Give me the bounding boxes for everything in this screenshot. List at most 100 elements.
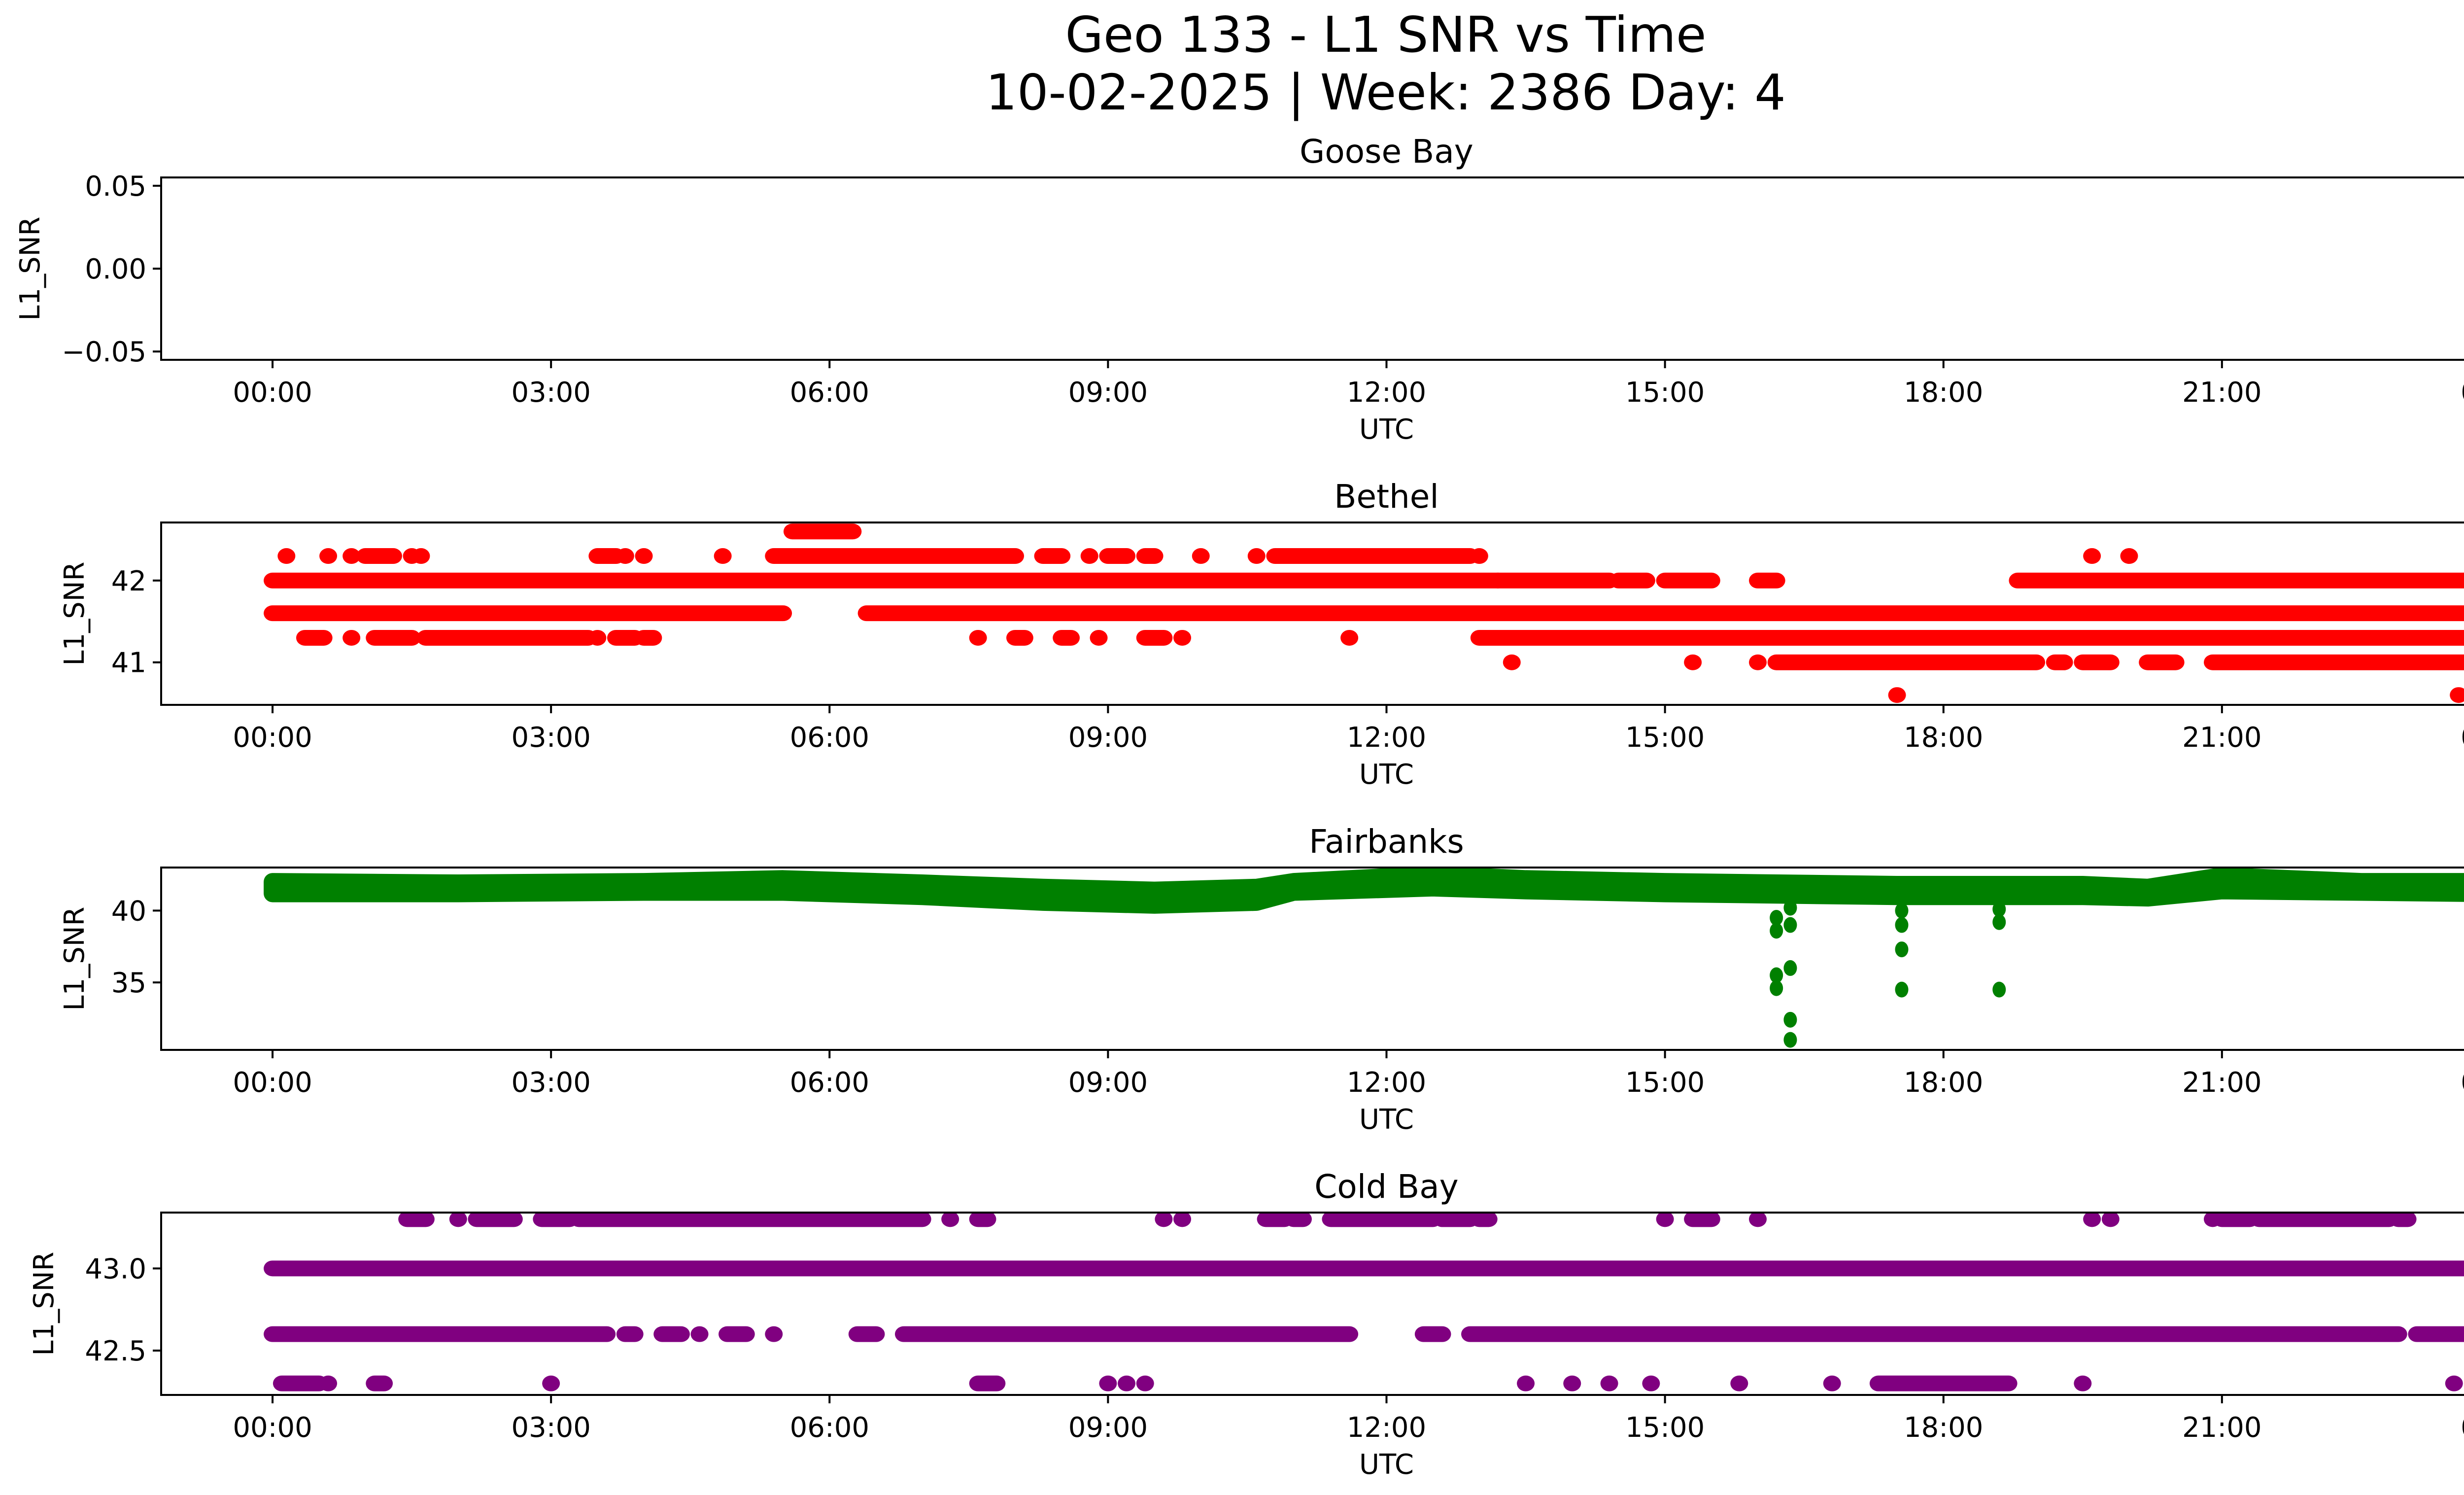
scatter-run-41	[1684, 654, 1702, 670]
scatter-run-41.3	[1470, 629, 2464, 646]
scatter-run-41.3	[1053, 629, 1080, 646]
scatter-run-42.3	[1266, 548, 1479, 564]
y-tick-label: 40	[111, 895, 146, 927]
scatter-run-41.3	[416, 629, 597, 646]
scatter-run-42.3	[635, 548, 653, 564]
scatter-run-42.3	[1136, 548, 1164, 564]
scatter-point	[1783, 1032, 1797, 1048]
scatter-run-42	[1609, 572, 1655, 589]
scatter-run-41.3	[1090, 629, 1108, 646]
panel-title: Cold Bay	[1314, 1168, 1458, 1206]
axes-frame	[160, 1212, 2464, 1396]
scatter-run-43.3	[468, 1213, 523, 1227]
x-tick-label: 21:00	[2182, 1067, 2261, 1099]
scatter-run-41.6	[264, 605, 792, 622]
y-axis-label: L1_SNR	[59, 906, 91, 1010]
x-tick-label: 18:00	[1904, 377, 1983, 409]
y-axis-label: L1_SNR	[28, 1252, 60, 1356]
scatter-run-42.3	[542, 1375, 560, 1391]
scatter-run-43.3	[2213, 1213, 2259, 1227]
scatter-run-42.3	[356, 548, 402, 564]
y-tick-label: 42	[111, 565, 146, 597]
y-tick-label: −0.05	[62, 336, 146, 368]
y-axis-label: L1_SNR	[59, 561, 91, 665]
scatter-run-42.3	[1517, 1375, 1535, 1391]
x-tick-label: 00:00	[2461, 1412, 2464, 1444]
scatter-run-41.3	[607, 629, 644, 646]
scatter-point	[1895, 941, 1909, 958]
x-axis-label: UTC	[1359, 1104, 1414, 1136]
scatter-run-42.3	[2074, 1375, 2092, 1391]
x-axis-label: UTC	[1359, 414, 1414, 446]
scatter-run-41	[1748, 654, 1767, 670]
scatter-run-41	[1767, 654, 2046, 670]
scatter-run-41.3	[969, 629, 987, 646]
y-tick-label: 0.00	[85, 253, 146, 285]
scatter-run-41.3	[342, 629, 361, 646]
x-axis-label: UTC	[1359, 759, 1414, 791]
x-tick-label: 03:00	[511, 1412, 590, 1444]
x-tick-label: 21:00	[2182, 1412, 2261, 1444]
scatter-run-43.3	[1155, 1213, 1173, 1227]
scatter-point	[1770, 980, 1783, 996]
scatter-run-43.3	[2250, 1213, 2398, 1227]
scatter-run-40.6	[1888, 687, 1906, 703]
scatter-run-42	[264, 572, 1507, 589]
x-tick-label: 18:00	[1904, 1067, 1983, 1099]
scatter-run-42.3	[714, 548, 732, 564]
x-tick-label: 15:00	[1625, 1067, 1705, 1099]
scatter-run-42.3	[2083, 548, 2101, 564]
scatter-run-41	[2139, 654, 2185, 670]
scatter-run-42.6	[719, 1326, 755, 1342]
scatter-run-42.6	[2408, 1326, 2464, 1342]
scatter-run-43	[264, 1260, 2464, 1277]
scatter-point	[1895, 981, 1909, 998]
scatter-point	[1783, 900, 1797, 916]
scatter-point	[1895, 903, 1909, 919]
panel-title: Fairbanks	[1309, 823, 1464, 861]
scatter-run-42.3	[1099, 1375, 1117, 1391]
scatter-run-41	[2204, 654, 2464, 670]
y-tick-label: 43.0	[85, 1253, 146, 1285]
chart-title: Geo 133 - L1 SNR vs Time	[1065, 6, 1707, 64]
scatter-run-42.3	[1247, 548, 1266, 564]
scatter-run-43.3	[1433, 1213, 1479, 1227]
x-tick-label: 00:00	[2461, 1067, 2464, 1099]
scatter-run-43.3	[1257, 1213, 1294, 1227]
panel-cold-bay: Cold Bay 43.0 42.5 L1_SNR 00:00 03:00 06:00 09:…	[28, 1168, 2464, 1481]
scatter-run-42.3	[2120, 548, 2138, 564]
x-tick-label: 00:00	[2461, 722, 2464, 754]
scatter-run-42.3	[1099, 548, 1136, 564]
y-tick-label: 41	[111, 647, 146, 679]
scatter-run-41.3	[635, 629, 662, 646]
scatter-run-42	[1748, 572, 1785, 589]
scatter-run-42.3	[1118, 1375, 1136, 1391]
y-tick-label: 35	[111, 967, 146, 999]
x-tick-label: 03:00	[511, 377, 590, 409]
scatter-run-41.3	[1136, 629, 1173, 646]
x-tick-label: 06:00	[790, 1067, 869, 1099]
scatter-run-41	[1503, 654, 1521, 670]
chart-subtitle: 10-02-2025 | Week: 2386 Day: 4	[986, 64, 1785, 121]
panel-title: Bethel	[1334, 478, 1439, 516]
scatter-run-42.6	[848, 1326, 885, 1342]
panel-title: Goose Bay	[1300, 133, 1473, 171]
panel-fairbanks: Fairbanks 40 35 L1_SNR 00:00 03:00 06:00 09:00 1…	[59, 823, 2464, 1136]
scatter-point	[1895, 917, 1909, 933]
scatter-run-42.3	[1136, 1375, 1154, 1391]
scatter-run-43.3	[1656, 1213, 1674, 1227]
scatter-run-42.6	[1414, 1326, 1451, 1342]
scatter-run-42.3	[412, 548, 430, 564]
scatter-run-42.6	[1461, 1326, 2407, 1342]
x-tick-label: 12:00	[1347, 377, 1426, 409]
scatter-run-43.3	[1748, 1213, 1767, 1227]
scatter-run-43.3	[1322, 1213, 1442, 1227]
scatter-run-41.3	[1340, 629, 1359, 646]
panel-bethel: Bethel 42 41 L1_SNR 00:00 03:00 06:00 09:00 12:0…	[59, 478, 2464, 791]
scatter-run-43.3	[1470, 1213, 1498, 1227]
scatter-run-42.3	[616, 548, 634, 564]
scatter-run-41.3	[366, 629, 421, 646]
scatter-run-42.3	[1869, 1375, 2018, 1391]
scatter-run-41	[2074, 654, 2120, 670]
